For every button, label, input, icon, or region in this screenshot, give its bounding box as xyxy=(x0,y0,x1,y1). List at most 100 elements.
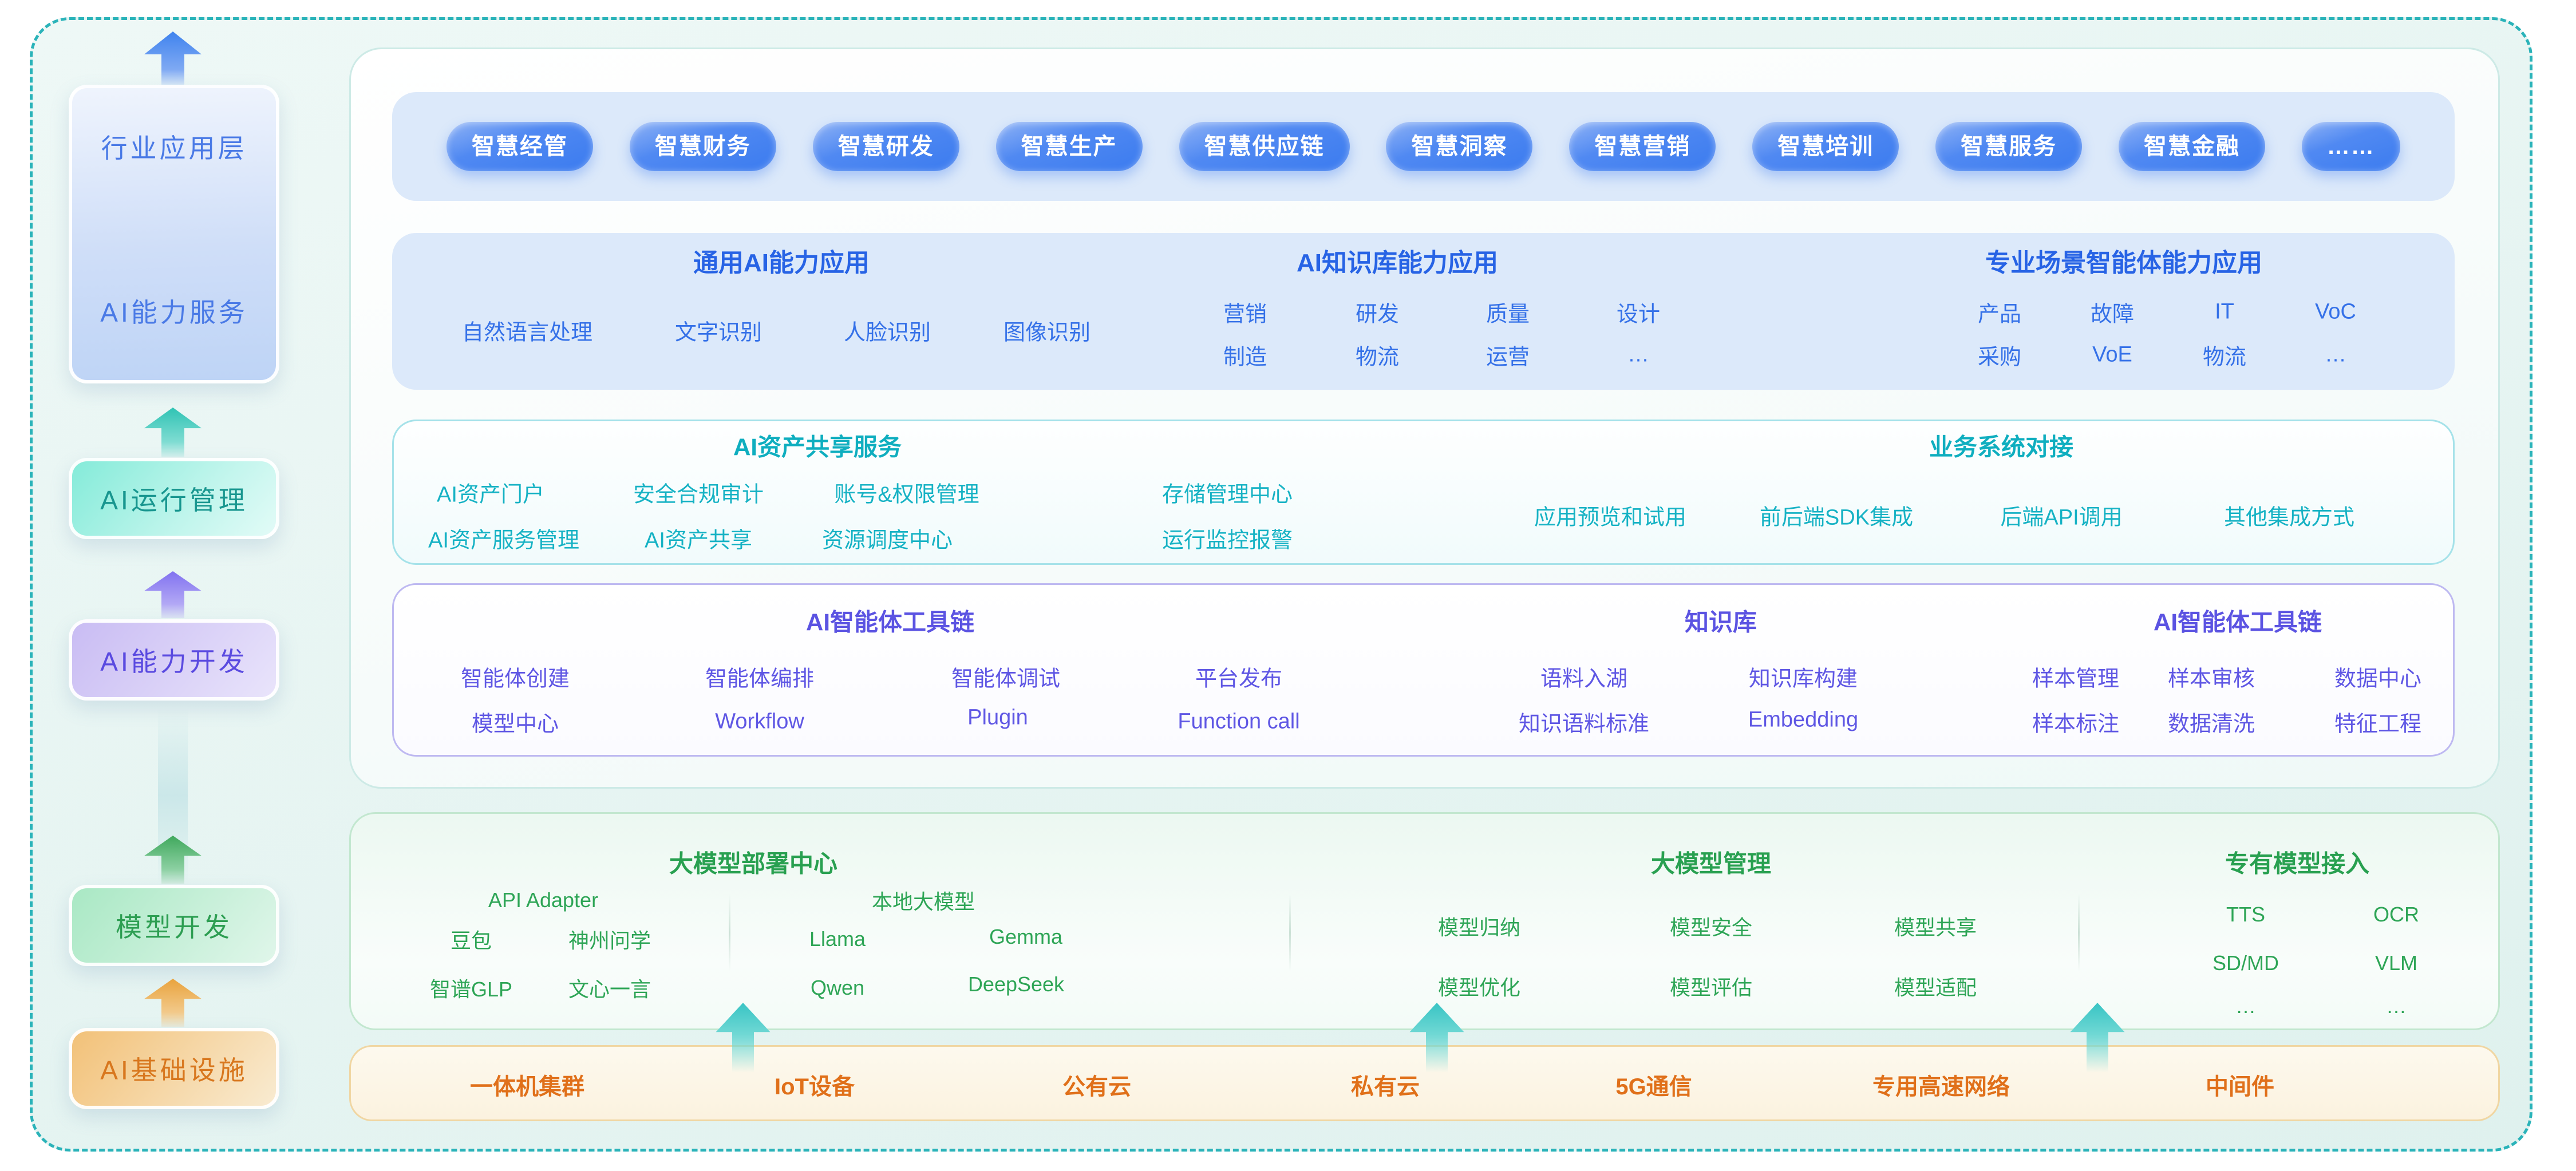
app-pill: 智慧供应链 xyxy=(1179,122,1350,171)
app-pill: 智慧研发 xyxy=(812,122,959,171)
vertical-divider xyxy=(2078,894,2080,971)
capability-item: … xyxy=(1627,342,1649,367)
app-pill: 智慧经管 xyxy=(447,122,593,171)
dev-item: 知识库构建 xyxy=(1748,667,1858,691)
runtime-item: 账号&权限管理 xyxy=(834,482,979,507)
dev-item: 特征工程 xyxy=(2334,712,2422,737)
capability-item: 图像识别 xyxy=(1003,321,1091,345)
dev-item: 智能体编排 xyxy=(705,667,815,691)
app-pill: 智慧洞察 xyxy=(1386,122,1533,171)
section-title-agent-toolchain: AI智能体工具链 xyxy=(805,608,975,636)
vertical-divider xyxy=(1289,894,1291,971)
section-title-deploy-center: 大模型部署中心 xyxy=(669,850,838,877)
model-item: 神州问学 xyxy=(568,929,651,952)
model-item: 模型优化 xyxy=(1437,976,1521,999)
dev-item: 知识语料标准 xyxy=(1518,712,1650,737)
model-item: SD/MD xyxy=(2212,951,2279,975)
capability-item: 自然语言处理 xyxy=(461,321,593,345)
app-pill: 智慧培训 xyxy=(1752,122,1899,171)
runtime-item: 运行监控报警 xyxy=(1161,528,1293,553)
dev-item: 平台发布 xyxy=(1195,667,1283,691)
model-item: 模型安全 xyxy=(1669,916,1753,939)
dev-item: Workflow xyxy=(715,709,804,734)
sidebar-label-ai-infrastructure: AI基础设施 xyxy=(100,1055,248,1085)
infra-item: 专用高速网络 xyxy=(1872,1074,2010,1099)
capability-item: 研发 xyxy=(1355,302,1400,327)
capability-item: 文字识别 xyxy=(674,321,762,345)
capability-item: VoE xyxy=(2092,342,2132,367)
app-pill: 智慧服务 xyxy=(1935,122,2083,171)
capability-item: 采购 xyxy=(1977,345,2022,370)
app-pill-more: …… xyxy=(2301,122,2400,171)
capability-item: 故障 xyxy=(2090,302,2135,327)
runtime-item: AI资产服务管理 xyxy=(428,528,579,553)
capability-item: 制造 xyxy=(1223,345,1267,370)
model-item: Llama xyxy=(809,927,866,951)
model-item: 豆包 xyxy=(450,929,492,952)
capability-item: 营销 xyxy=(1223,302,1267,327)
sidebar-box-ai-infrastructure: AI基础设施 xyxy=(69,1028,279,1109)
model-item: 文心一言 xyxy=(568,978,651,1001)
runtime-item: 其他集成方式 xyxy=(2223,505,2355,530)
capability-item: 物流 xyxy=(1355,345,1400,370)
capability-item: 产品 xyxy=(1977,302,2022,327)
section-title-general-ai: 通用AI能力应用 xyxy=(693,249,870,277)
runtime-section: AI资产共享服务 业务系统对接 AI资产门户 安全合规审计 账号&权限管理 存储… xyxy=(392,420,2455,565)
model-item: 智谱GLP xyxy=(429,978,513,1001)
capability-item: 设计 xyxy=(1616,302,1661,327)
model-item: 模型共享 xyxy=(1894,916,1977,939)
dev-item: Embedding xyxy=(1748,707,1859,732)
section-title-knowledge-ai: AI知识库能力应用 xyxy=(1297,249,1498,277)
infrastructure-section: 一体机集群 IoT设备 公有云 私有云 5G通信 专用高速网络 中间件 xyxy=(349,1045,2500,1121)
dev-item: 模型中心 xyxy=(471,712,559,737)
dev-item: 智能体创建 xyxy=(460,667,570,691)
runtime-item: 资源调度中心 xyxy=(821,528,953,553)
model-item: Gemma xyxy=(989,925,1063,948)
runtime-item: AI资产共享 xyxy=(645,528,752,553)
infra-item: 5G通信 xyxy=(1615,1074,1692,1099)
section-title-biz-integration: 业务系统对接 xyxy=(1929,433,2074,461)
capability-item: 质量 xyxy=(1485,302,1530,327)
model-item: TTS xyxy=(2226,903,2265,926)
sidebar-box-application-service: 行业应用层 AI能力服务 xyxy=(69,85,279,383)
infra-item: 公有云 xyxy=(1062,1074,1131,1099)
dev-item: 样本审核 xyxy=(2167,667,2255,691)
capability-item: VoC xyxy=(2315,299,2356,324)
model-item-more: … xyxy=(2386,994,2407,1018)
runtime-item: 安全合规审计 xyxy=(633,482,764,507)
section-title-agent-scene: 专业场景智能体能力应用 xyxy=(1985,249,2262,277)
main-capability-card: 智慧经管 智慧财务 智慧研发 智慧生产 智慧供应链 智慧洞察 智慧营销 智慧培训… xyxy=(349,48,2500,789)
dev-item: 数据清洗 xyxy=(2167,712,2255,737)
infra-item: IoT设备 xyxy=(775,1074,855,1099)
model-layer-section: 大模型部署中心 大模型管理 专有模型接入 API Adapter 本地大模型 豆… xyxy=(349,812,2500,1030)
dev-item: 智能体调试 xyxy=(951,667,1061,691)
app-pill: 智慧生产 xyxy=(995,122,1143,171)
model-item: 模型评估 xyxy=(1669,976,1753,999)
model-item: Qwen xyxy=(810,976,865,999)
dev-item: 样本管理 xyxy=(2032,667,2120,691)
infra-item: 一体机集群 xyxy=(470,1074,584,1099)
sidebar-box-model-dev: 模型开发 xyxy=(69,885,279,966)
dev-item: 数据中心 xyxy=(2334,667,2422,691)
capability-item: IT xyxy=(2215,299,2234,324)
runtime-item: 存储管理中心 xyxy=(1161,482,1293,507)
subgroup-title-api-adapter: API Adapter xyxy=(488,888,599,912)
sidebar-label-ai-runtime-mgmt: AI运行管理 xyxy=(100,485,248,515)
model-item: VLM xyxy=(2374,951,2418,975)
dev-item: Function call xyxy=(1178,709,1300,734)
dev-item: 语料入湖 xyxy=(1540,667,1628,691)
model-item-more: … xyxy=(2235,994,2256,1018)
section-title-asset-share: AI资产共享服务 xyxy=(733,433,902,461)
section-title-data-toolchain: AI智能体工具链 xyxy=(2153,608,2322,636)
capability-item: … xyxy=(2325,342,2346,367)
app-pill: 智慧营销 xyxy=(1569,122,1716,171)
model-item: 模型适配 xyxy=(1894,976,1977,999)
capability-item: 物流 xyxy=(2202,345,2247,370)
model-item: DeepSeek xyxy=(967,972,1065,996)
sidebar-label-ai-capability-dev: AI能力开发 xyxy=(100,647,248,677)
runtime-item: AI资产门户 xyxy=(437,482,544,507)
subgroup-title-local-models: 本地大模型 xyxy=(871,890,975,913)
sidebar-label-industry-app-layer: 行业应用层 xyxy=(101,133,247,163)
dev-item: Plugin xyxy=(967,705,1028,730)
infra-item: 私有云 xyxy=(1351,1074,1420,1099)
